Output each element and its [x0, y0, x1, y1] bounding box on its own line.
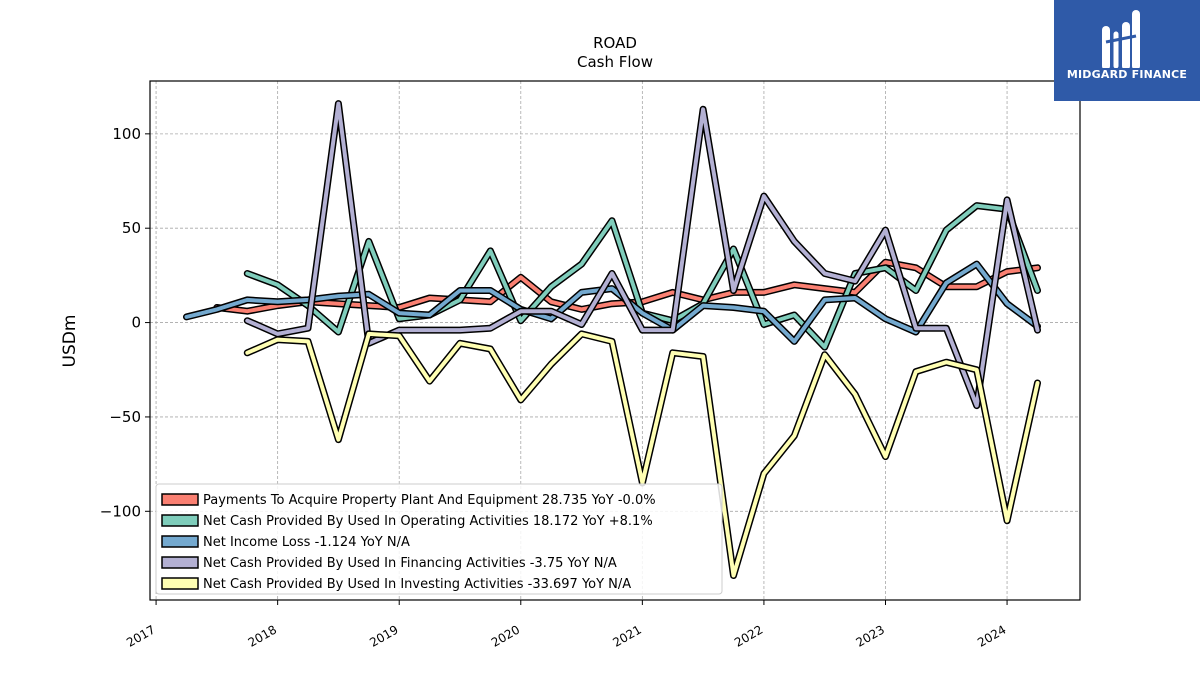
legend-label: Payments To Acquire Property Plant And E…: [203, 493, 656, 508]
legend-swatch: [161, 577, 199, 590]
series-line-2: [184, 262, 1040, 344]
y-tick-label: −100: [100, 502, 141, 520]
y-tick-label: 0: [131, 314, 141, 332]
logo-mark-icon: [1102, 10, 1140, 68]
legend-swatch: [161, 535, 199, 548]
series-line-3: [245, 101, 1040, 408]
legend-box: [155, 483, 723, 595]
legend-label: Net Cash Provided By Used In Investing A…: [203, 577, 631, 592]
legend-label: Net Cash Provided By Used In Operating A…: [203, 514, 653, 529]
midgard-finance-logo: MIDGARD FINANCE: [1054, 0, 1200, 101]
legend-label: Net Income Loss -1.124 YoY N/A: [203, 535, 410, 550]
logo-text: MIDGARD FINANCE: [1066, 68, 1188, 81]
plot-frame: [149, 80, 1081, 601]
legend: Payments To Acquire Property Plant And E…: [155, 483, 723, 595]
y-tick-label: 100: [112, 125, 141, 143]
y-tick-label: 50: [122, 219, 141, 237]
legend-label: Net Cash Provided By Used In Financing A…: [203, 556, 617, 571]
y-axis-label: USDm: [60, 315, 80, 368]
series-line-4: [245, 331, 1040, 578]
series-lines: [183, 100, 1041, 579]
y-tick-label: −50: [109, 408, 141, 426]
chart-subtitle: Cash Flow: [577, 53, 653, 71]
legend-swatch: [161, 493, 199, 506]
chart-title: ROAD: [593, 34, 637, 52]
legend-swatch: [161, 556, 199, 569]
legend-swatch: [161, 514, 199, 527]
